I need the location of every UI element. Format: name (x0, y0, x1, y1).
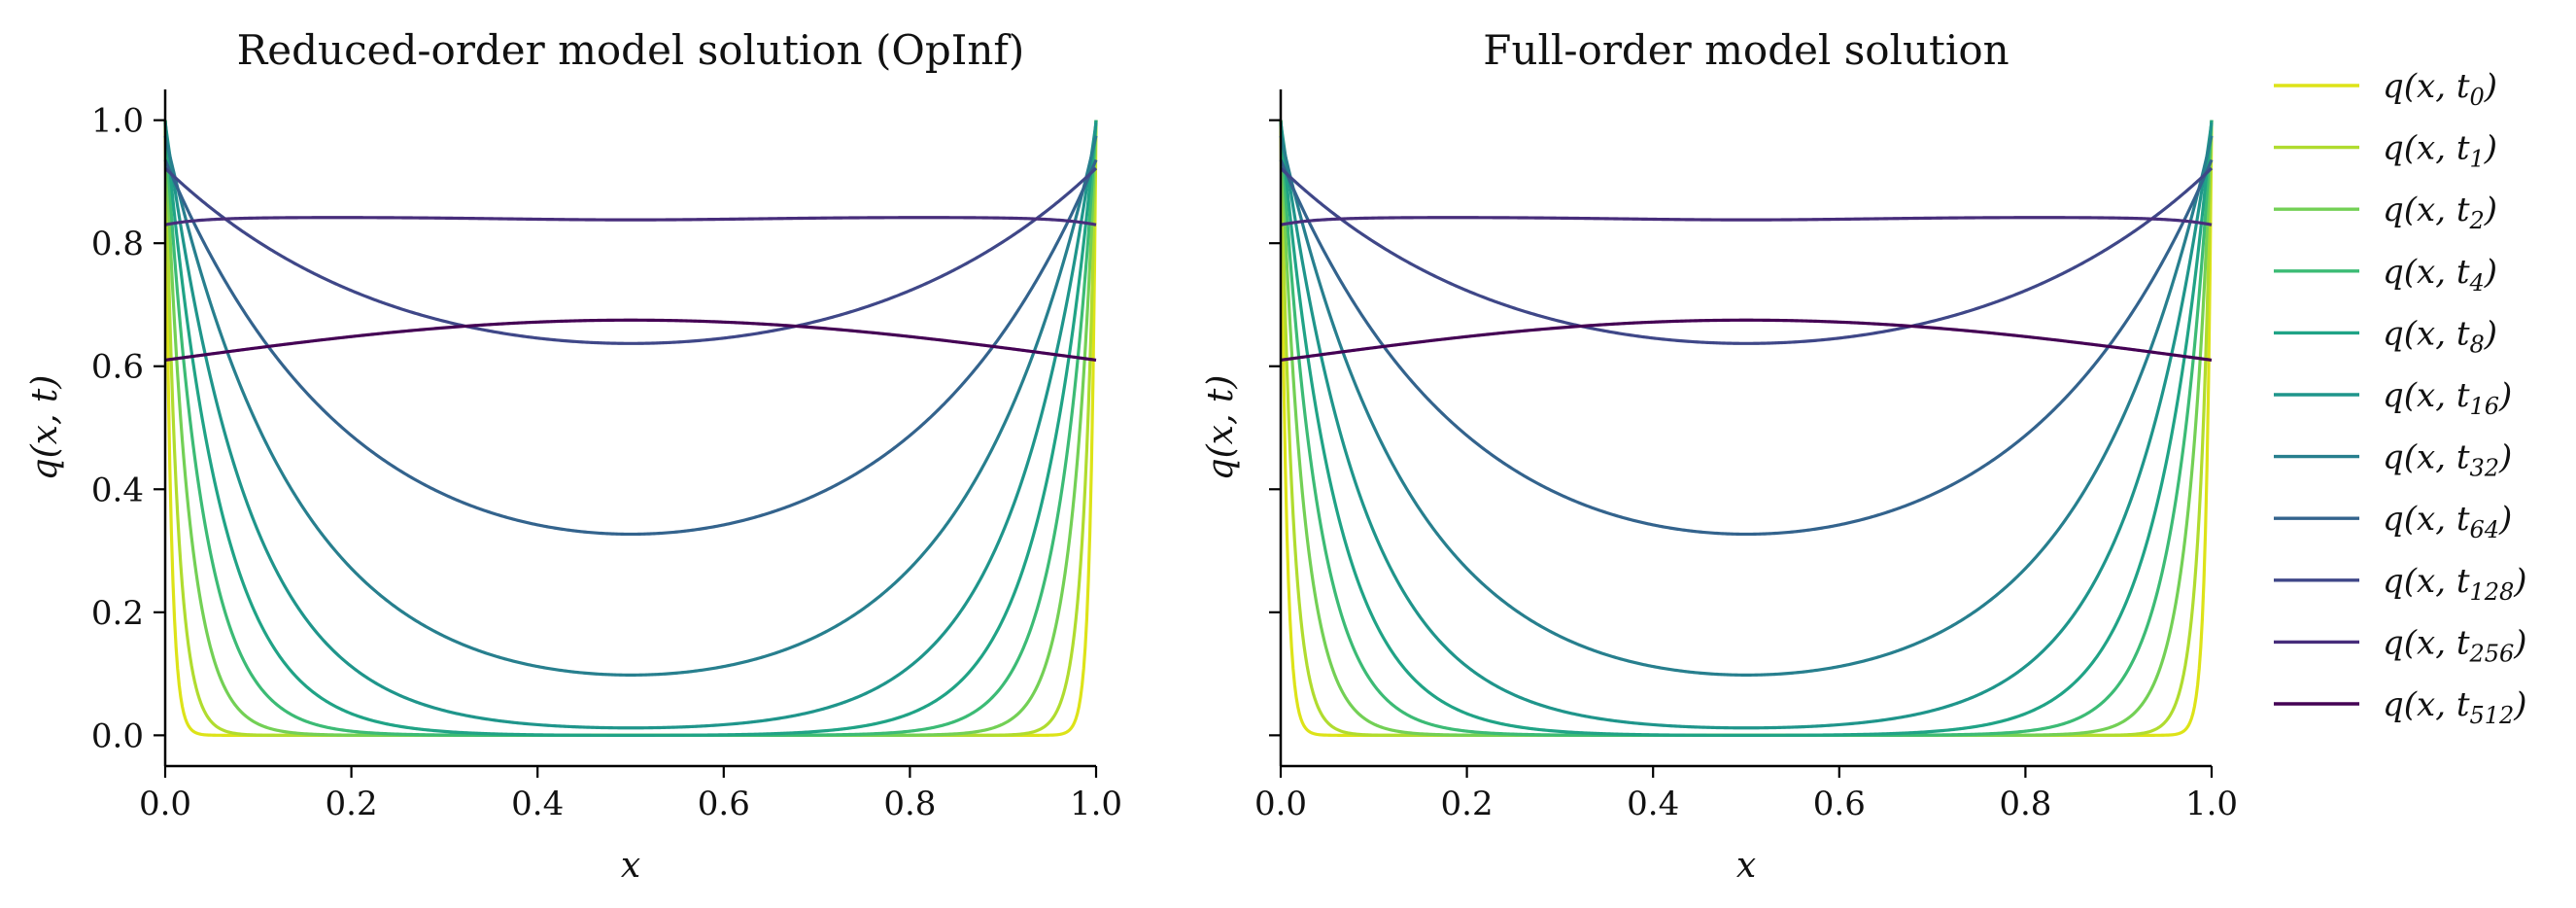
series-line-q-x-t0- (163, 120, 1098, 737)
legend-item: q(x, t512) (2274, 685, 2527, 729)
series-line-q-x-t64- (1279, 158, 2214, 537)
y-axis-label: q(x, t) (1201, 375, 1241, 481)
y-tick-label: 0.6 (91, 348, 144, 387)
legend-label: q(x, t16) (2383, 376, 2512, 420)
legend-item: q(x, t16) (2274, 376, 2512, 420)
x-tick-label: 0.0 (1254, 785, 1307, 823)
series-line-q-x-t0- (1279, 120, 2214, 737)
x-axis-label: x (621, 846, 640, 886)
x-tick-label: 1.0 (1070, 785, 1122, 823)
x-tick-label: 0.0 (139, 785, 191, 823)
x-tick-label: 0.6 (1813, 785, 1866, 823)
series-line-q-x-t8- (1279, 120, 2214, 737)
x-tick-label: 0.2 (326, 785, 378, 823)
legend-item: q(x, t1) (2274, 129, 2497, 173)
legend-item: q(x, t128) (2274, 562, 2527, 606)
chart-panel-2: Full-order model solution 0.0 0.2 0.4 0.6 0.8… (1201, 26, 2238, 886)
legend-item: q(x, t32) (2274, 438, 2512, 482)
legend-label: q(x, t128) (2383, 562, 2527, 606)
x-tick-label: 1.0 (2185, 785, 2238, 823)
y-tick-label: 0.4 (91, 471, 144, 509)
series-line-q-x-t512- (1280, 318, 2213, 362)
y-tick-label: 0.2 (91, 594, 144, 633)
legend-label: q(x, t1) (2383, 129, 2497, 173)
y-tick-label: 0.8 (91, 225, 144, 263)
series-line-q-x-t256- (1280, 216, 2213, 227)
legend-label: q(x, t8) (2383, 314, 2497, 358)
legend-label: q(x, t64) (2383, 500, 2512, 543)
x-axis-label: x (1736, 846, 1756, 886)
legend-label: q(x, t512) (2383, 685, 2527, 729)
series-line-q-x-t2- (163, 120, 1098, 737)
y-tick-label: 0.0 (91, 716, 144, 755)
legend-label: q(x, t2) (2383, 191, 2497, 234)
x-tick-label: 0.4 (511, 785, 564, 823)
series-line-q-x-t4- (1279, 120, 2214, 737)
series-line-q-x-t512- (164, 318, 1097, 362)
legend-item: q(x, t256) (2274, 623, 2527, 667)
x-tick-label: 0.8 (883, 785, 936, 823)
series-line-q-x-t256- (164, 216, 1097, 227)
series-line-q-x-t32- (163, 135, 1098, 677)
series-line-q-x-t1- (1279, 120, 2214, 737)
chart-title: Reduced-order model solution (OpInf) (237, 26, 1025, 74)
series-line-q-x-t1- (163, 120, 1098, 737)
legend-item: q(x, t0) (2274, 67, 2497, 111)
x-tick-label: 0.8 (1999, 785, 2051, 823)
series-line-q-x-t64- (163, 158, 1098, 537)
x-tick-label: 0.6 (698, 785, 750, 823)
legend-item: q(x, t64) (2274, 500, 2512, 543)
chart-panel-1: Reduced-order model solution (OpInf) 0.0 0… (25, 26, 1122, 886)
legend-item: q(x, t2) (2274, 191, 2497, 234)
legend-label: q(x, t256) (2383, 623, 2527, 667)
y-tick-label: 1.0 (91, 102, 144, 141)
legend-item: q(x, t4) (2274, 253, 2497, 297)
legend-label: q(x, t4) (2383, 253, 2497, 297)
series-line-q-x-t2- (1279, 120, 2214, 737)
series-line-q-x-t8- (163, 120, 1098, 737)
legend-item: q(x, t8) (2274, 314, 2497, 358)
series-line-q-x-t128- (163, 166, 1098, 345)
series-line-q-x-t16- (1279, 122, 2214, 730)
legend-label: q(x, t0) (2383, 67, 2497, 111)
legend: q(x, t0) q(x, t1) q(x, t2) q(x, t4) q(x, t8)… (2274, 67, 2527, 729)
series-line-q-x-t16- (163, 122, 1098, 730)
x-tick-label: 0.4 (1627, 785, 1679, 823)
series-line-q-x-t32- (1279, 135, 2214, 677)
legend-label: q(x, t32) (2383, 438, 2512, 482)
chart-title: Full-order model solution (1483, 26, 2009, 74)
x-tick-label: 0.2 (1441, 785, 1494, 823)
series-line-q-x-t4- (163, 120, 1098, 737)
series-line-q-x-t128- (1279, 166, 2214, 345)
y-axis-label: q(x, t) (25, 375, 65, 481)
